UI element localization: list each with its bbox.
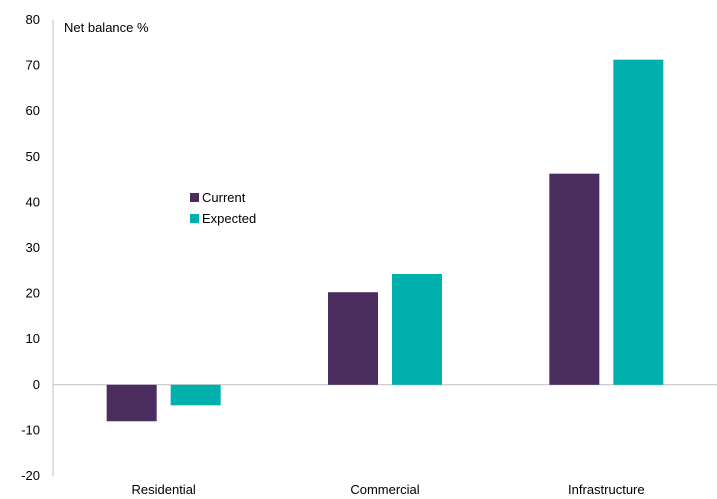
x-tick-label: Residential [132, 482, 196, 497]
x-axis: Residential Commercial Infrastructure [132, 482, 645, 497]
legend-swatch [190, 193, 199, 202]
y-tick-label: 80 [26, 12, 40, 27]
y-tick-label: 50 [26, 149, 40, 164]
legend-item-expected: Expected [190, 208, 256, 229]
y-axis: -20 -10 0 10 20 30 40 50 60 70 80 [21, 12, 717, 483]
bar-current-commercial [328, 292, 378, 385]
y-tick-label: 30 [26, 240, 40, 255]
y-tick-label: 60 [26, 103, 40, 118]
bar-current-residential [106, 384, 157, 422]
y-tick-label: -20 [21, 468, 40, 483]
bar-expected-residential [170, 384, 221, 406]
y-tick-label: 10 [26, 331, 40, 346]
legend-item-current: Current [190, 187, 256, 208]
legend: Current Expected [190, 187, 256, 229]
bar-expected-commercial [392, 273, 442, 385]
y-tick-label: 20 [26, 286, 40, 301]
x-tick-label: Infrastructure [568, 482, 645, 497]
legend-label: Expected [202, 211, 257, 226]
y-tick-label: -10 [21, 422, 40, 437]
y-tick-label: 40 [26, 194, 40, 209]
bar-expected-infrastructure [613, 59, 664, 385]
bar-current-infrastructure [549, 173, 600, 385]
y-tick-label: 0 [33, 377, 40, 392]
y-axis-title: Net balance % [64, 20, 149, 35]
y-tick-label: 70 [26, 58, 40, 73]
bars [106, 59, 664, 422]
legend-swatch [190, 214, 199, 223]
x-tick-label: Commercial [350, 482, 419, 497]
legend-label: Current [202, 190, 246, 205]
